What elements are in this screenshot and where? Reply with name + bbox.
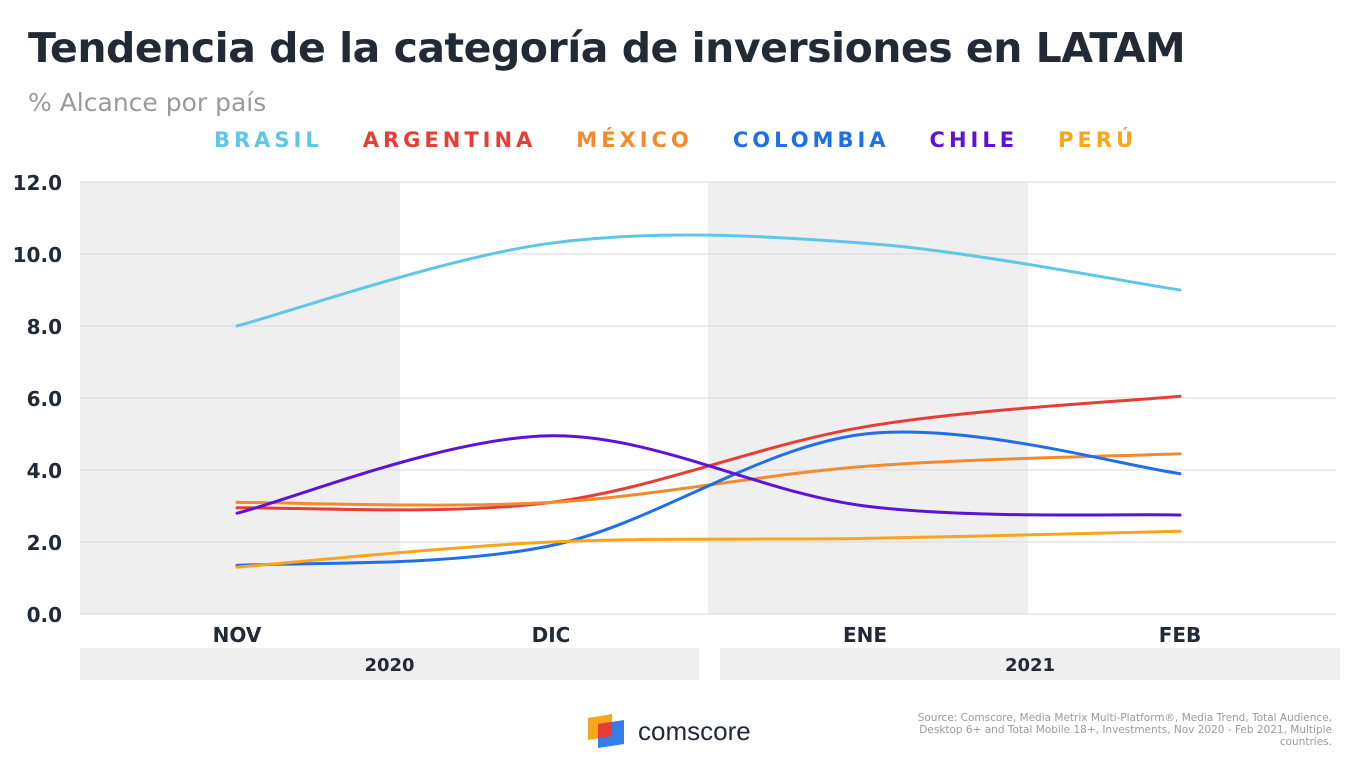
legend-item-mexico: MÉXICO [576, 128, 693, 152]
series-line-brasil [235, 233, 1182, 328]
x-tick-label: NOV [213, 623, 262, 647]
legend-item-argentina: ARGENTINA [362, 128, 537, 152]
x-tick-label: ENE [843, 623, 887, 647]
brand-logo: comscore [586, 714, 751, 748]
chart-title: Tendencia de la categoría de inversiones… [28, 24, 1186, 72]
y-tick-label: 10.0 [13, 243, 62, 267]
series-line-peru [235, 529, 1182, 569]
y-tick-label: 2.0 [27, 531, 62, 555]
line-chart: 0.0 2.0 4.0 6.0 8.0 10.0 12.0 NOV DIC ENE FEB 2020 2… [13, 171, 1340, 680]
year-bar [720, 648, 1340, 680]
x-tick-label: DIC [532, 623, 571, 647]
legend-item-colombia: COLOMBIA [732, 128, 890, 152]
legend: BRASIL ARGENTINA MÉXICO COLOMBIA CHILE P… [214, 128, 1177, 152]
source-note: Source: Comscore, Media Metrix Multi-Pla… [917, 712, 1332, 748]
y-tick-label: 8.0 [27, 315, 62, 339]
chart-subtitle: % Alcance por país [28, 88, 267, 117]
legend-item-peru: PERÚ [1058, 128, 1138, 152]
year-label: 2020 [364, 655, 414, 676]
y-tick-label: 12.0 [13, 171, 62, 195]
series-line-chile [235, 434, 1182, 517]
year-bar [80, 648, 699, 680]
series-line-colombia [235, 430, 1182, 567]
legend-item-chile: CHILE [929, 128, 1019, 152]
legend-item-brasil: BRASIL [214, 128, 323, 152]
x-tick-label: FEB [1159, 623, 1202, 647]
y-tick-label: 4.0 [27, 459, 62, 483]
brand-name: comscore [638, 715, 751, 746]
y-tick-label: 6.0 [27, 387, 62, 411]
y-tick-label: 0.0 [27, 603, 62, 627]
year-label: 2021 [1005, 655, 1055, 676]
comscore-logo-icon [588, 714, 624, 748]
